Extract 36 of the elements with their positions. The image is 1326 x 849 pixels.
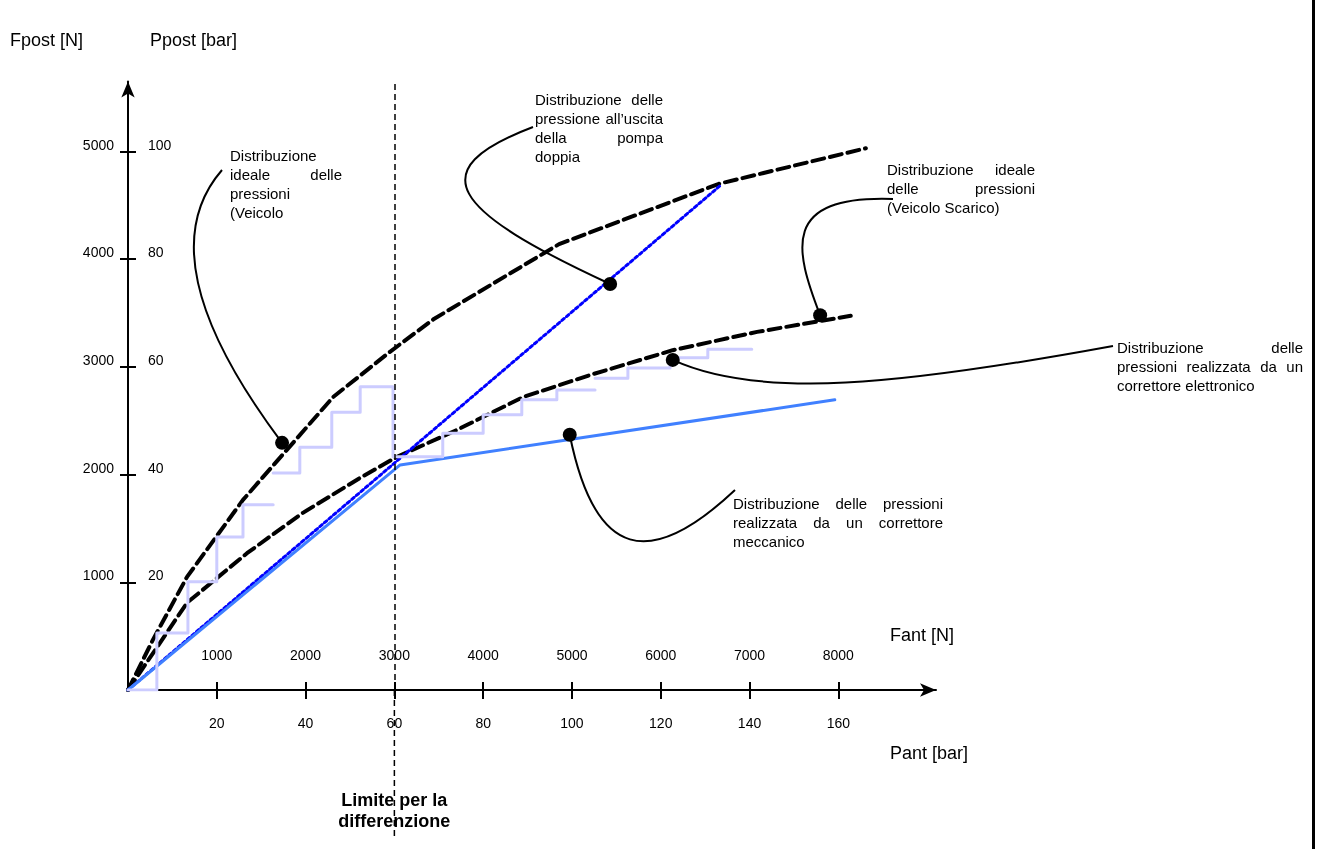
x-tick-label: 80: [475, 715, 492, 731]
y2-tick-label: 1000: [82, 567, 115, 584]
y-axis-title: Ppost [bar]: [150, 30, 238, 51]
ref-line-label: Limite per la differenzione: [337, 790, 452, 832]
x2-tick-label: 1000: [201, 647, 233, 663]
x-tick-label: 100: [560, 715, 584, 731]
x2-tick-label: 7000: [733, 647, 766, 663]
y-tick-label: 100: [148, 136, 172, 153]
x2-tick-label: 3000: [378, 647, 411, 663]
x2-tick-label: 6000: [645, 647, 677, 663]
y-tick-label: 40: [148, 459, 164, 476]
x2-tick-label: 4000: [467, 647, 499, 663]
annotation: Distribuzione ideale delle pressioni (Veicolo Scarico): [887, 160, 1035, 217]
x2-tick-label: 5000: [556, 647, 588, 663]
x-tick-label: 20: [209, 715, 225, 731]
y-tick-label: 60: [148, 351, 164, 368]
x-tick-label: 120: [649, 715, 673, 731]
x2-axis-title: Fant [N]: [890, 625, 955, 646]
x2-tick-label: 8000: [822, 647, 855, 663]
y2-axis-title: Fpost [N]: [10, 30, 84, 51]
annotation: Distribuzione delle pressioni realizzata da un correttore elettronico: [1117, 338, 1303, 395]
x-tick-label: 60: [386, 715, 403, 731]
x-axis-title: Pant [bar]: [890, 743, 969, 764]
y2-tick-label: 5000: [82, 136, 115, 153]
x-tick-label: 40: [297, 715, 314, 731]
x-tick-label: 160: [826, 715, 851, 731]
y2-tick-label: 2000: [82, 459, 115, 476]
x-tick-label: 140: [737, 715, 762, 731]
annotation: Distribuzione delle pressioni realizzata da un correttore meccanico: [733, 494, 943, 551]
y-tick-label: 80: [148, 244, 164, 261]
annotation: Distribuzione ideale delle pressioni (Veicolo: [230, 146, 342, 222]
y2-tick-label: 3000: [82, 351, 115, 368]
y-tick-label: 20: [148, 567, 164, 584]
y2-tick-label: 4000: [82, 244, 115, 261]
annotation: Distribuzione delle pressione all’uscita della pompa doppia: [535, 90, 663, 166]
x2-tick-label: 2000: [290, 647, 322, 663]
